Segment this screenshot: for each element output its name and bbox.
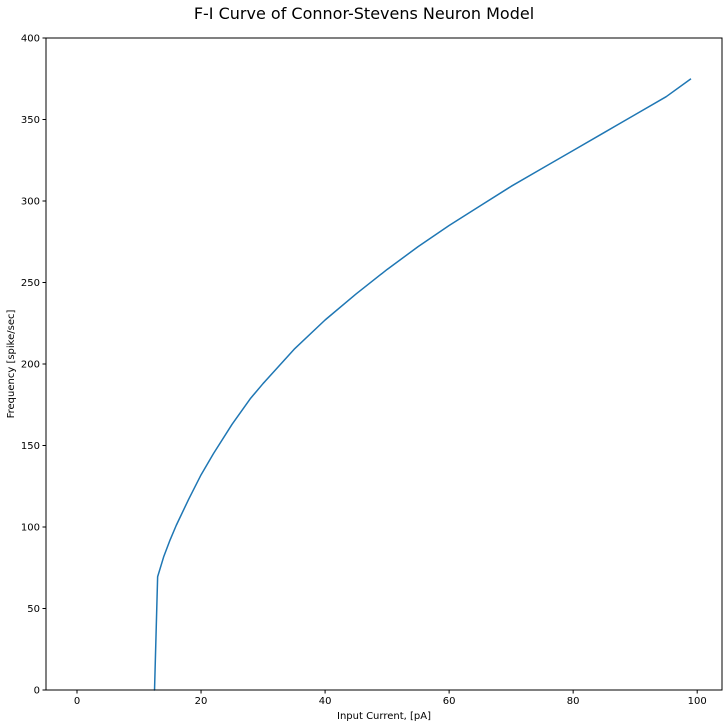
x-tick-label: 20 (195, 696, 208, 707)
series-line-0 (153, 78, 692, 691)
y-tick-label: 100 (21, 523, 40, 534)
plot-frame (45, 37, 723, 691)
chart-title: F-I Curve of Connor-Stevens Neuron Model (194, 4, 534, 23)
x-tick-label: 40 (319, 696, 332, 707)
y-tick-label: 300 (21, 197, 40, 208)
y-tick-label: 150 (21, 441, 40, 452)
x-axis-ticks: 0 20 40 60 80 100 (74, 690, 707, 707)
x-axis-label: Input Current, [pA] (337, 711, 431, 722)
y-tick-label: 250 (21, 278, 40, 289)
x-tick-label: 100 (688, 696, 707, 707)
x-tick-label: 0 (74, 696, 80, 707)
y-axis-label: Frequency [spike/sec] (6, 310, 17, 419)
y-axis-ticks: 0 50 100 150 200 250 300 350 400 (21, 34, 46, 697)
y-tick-label: 200 (21, 360, 40, 371)
y-tick-label: 50 (27, 604, 40, 615)
x-tick-label: 60 (443, 696, 456, 707)
x-tick-label: 80 (567, 696, 580, 707)
y-tick-label: 350 (21, 115, 40, 126)
y-tick-label: 400 (21, 34, 40, 45)
plot-area (153, 78, 692, 691)
y-tick-label: 0 (34, 686, 40, 697)
